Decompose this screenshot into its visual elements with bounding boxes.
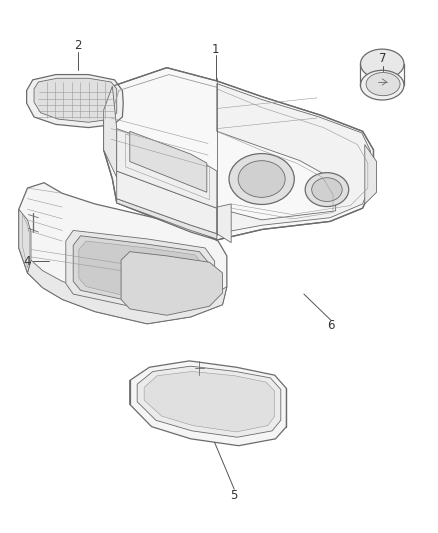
Polygon shape	[217, 84, 371, 233]
Polygon shape	[27, 75, 123, 127]
Polygon shape	[19, 209, 31, 273]
Ellipse shape	[229, 154, 294, 205]
Ellipse shape	[360, 49, 404, 79]
Text: 6: 6	[328, 319, 335, 333]
Polygon shape	[217, 204, 231, 243]
Text: 1: 1	[212, 43, 219, 55]
Polygon shape	[117, 171, 217, 233]
Polygon shape	[137, 366, 281, 437]
Polygon shape	[79, 241, 202, 301]
Polygon shape	[19, 183, 227, 324]
Polygon shape	[365, 144, 377, 204]
Polygon shape	[34, 78, 117, 122]
Polygon shape	[66, 230, 215, 310]
Text: 4: 4	[24, 255, 31, 268]
Polygon shape	[28, 260, 227, 324]
Ellipse shape	[366, 72, 400, 96]
Text: 2: 2	[74, 39, 81, 52]
Polygon shape	[104, 68, 374, 240]
Ellipse shape	[360, 70, 404, 100]
Polygon shape	[117, 128, 217, 208]
Ellipse shape	[238, 160, 285, 197]
Polygon shape	[130, 361, 286, 446]
Ellipse shape	[312, 177, 342, 201]
Text: 5: 5	[230, 489, 238, 502]
Polygon shape	[130, 131, 207, 192]
Polygon shape	[121, 252, 223, 316]
Ellipse shape	[305, 173, 349, 207]
Polygon shape	[73, 236, 208, 305]
Polygon shape	[104, 86, 117, 177]
Polygon shape	[144, 372, 275, 432]
Polygon shape	[117, 199, 217, 239]
Text: 7: 7	[379, 52, 387, 65]
